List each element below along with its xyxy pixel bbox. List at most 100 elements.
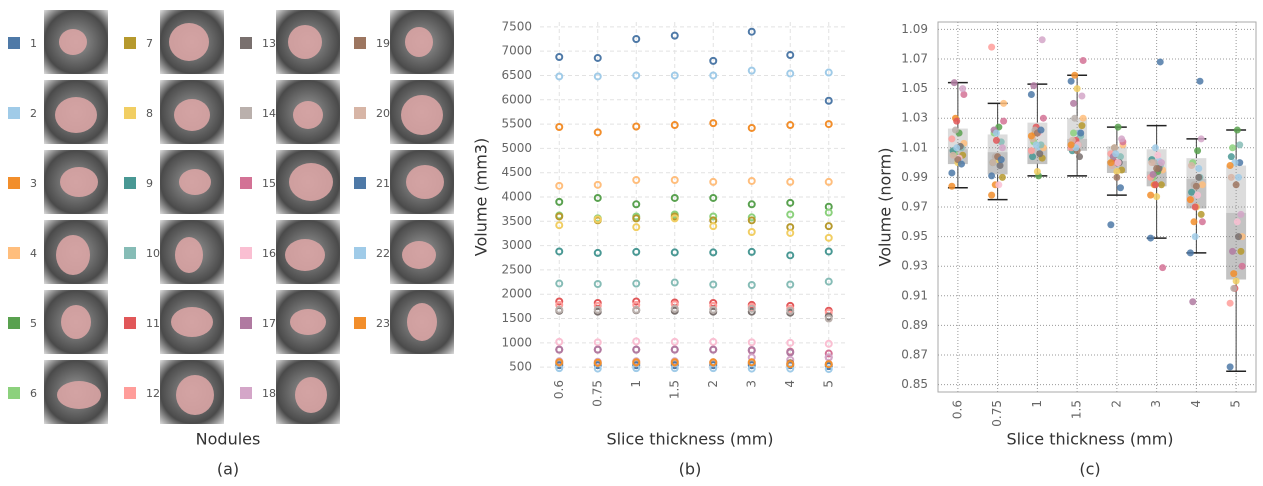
data-point (710, 339, 716, 345)
data-point (633, 249, 639, 255)
x-tick-label: 4 (783, 380, 797, 388)
nodule-blob (176, 375, 214, 415)
y-tick-label: 4500 (501, 165, 532, 179)
data-point (1187, 249, 1194, 256)
nodule-blob (169, 23, 209, 61)
y-tick-label: 0.91 (901, 288, 928, 302)
panel-caption: (a) (217, 460, 239, 479)
data-point (1111, 144, 1118, 151)
data-point (1233, 181, 1240, 188)
data-point (787, 340, 793, 346)
legend-label: 13 (262, 37, 276, 50)
data-point (826, 235, 832, 241)
data-point (556, 73, 562, 79)
legend-label: 10 (146, 247, 160, 260)
data-point (1107, 159, 1114, 166)
x-axis-label: Slice thickness (mm) (1006, 430, 1173, 449)
data-point (1071, 72, 1078, 79)
data-point (1234, 127, 1241, 134)
data-point (1239, 263, 1246, 270)
data-point (826, 361, 832, 367)
x-tick-label: 3 (1149, 400, 1163, 408)
data-point (1193, 183, 1200, 190)
figure: Nodules (a) 1234567891011121314151617181… (0, 0, 1263, 486)
data-point (1033, 141, 1040, 148)
data-point (1235, 233, 1242, 240)
nodule-blob (285, 239, 325, 271)
y-axis-label: Volume (mm3) (472, 138, 491, 256)
data-point (672, 122, 678, 128)
data-point (1147, 192, 1154, 199)
data-point (1190, 218, 1197, 225)
data-point (989, 159, 996, 166)
legend-label: 20 (376, 107, 390, 120)
y-tick-label: 1.09 (901, 22, 928, 36)
y-tick-label: 0.95 (901, 229, 928, 243)
data-point (999, 144, 1006, 151)
data-point (1198, 211, 1205, 218)
data-point (1115, 124, 1122, 131)
data-point (787, 122, 793, 128)
x-tick-label: 5 (1229, 400, 1243, 408)
legend-swatch (354, 37, 366, 49)
data-point (1000, 100, 1007, 107)
data-point (1080, 57, 1087, 64)
nodule-blob (55, 97, 97, 133)
nodule-blob (60, 167, 98, 197)
legend-label: 18 (262, 387, 276, 400)
legend-swatch (8, 387, 20, 399)
legend-swatch (240, 247, 252, 259)
data-point (672, 306, 678, 312)
legend-label: 15 (262, 177, 276, 190)
y-tick-label: 1.03 (901, 111, 928, 125)
data-point (672, 249, 678, 255)
y-tick-label: 5000 (501, 141, 532, 155)
nodule-blob (174, 99, 210, 131)
y-tick-label: 6000 (501, 92, 532, 106)
legend-swatch (354, 107, 366, 119)
data-point (998, 156, 1005, 163)
data-point (1070, 130, 1077, 137)
legend-swatch (240, 317, 252, 329)
y-tick-label: 5500 (501, 117, 532, 131)
data-point (1188, 189, 1195, 196)
data-point (1037, 127, 1044, 134)
legend-label: 7 (146, 37, 153, 50)
y-tick-label: 500 (509, 360, 532, 374)
data-point (556, 199, 562, 205)
nodule-blob (290, 309, 326, 335)
x-tick-label: 1 (1030, 400, 1044, 408)
data-point (633, 338, 639, 344)
data-point (993, 137, 1000, 144)
panel-title: Nodules (196, 430, 261, 449)
legend-label: 6 (30, 387, 37, 400)
data-point (1189, 298, 1196, 305)
legend-swatch (240, 37, 252, 49)
data-point (1227, 300, 1234, 307)
data-point (787, 52, 793, 58)
y-tick-label: 0.93 (901, 259, 928, 273)
data-point (959, 85, 966, 92)
data-point (1077, 130, 1084, 137)
data-point (1117, 184, 1124, 191)
data-point (1194, 147, 1201, 154)
data-point (826, 179, 832, 185)
data-point (749, 68, 755, 74)
data-point (1236, 141, 1243, 148)
legend-label: 2 (30, 107, 37, 120)
y-tick-label: 7000 (501, 44, 532, 58)
data-point (1196, 78, 1203, 85)
legend-label: 22 (376, 247, 390, 260)
data-point (1192, 204, 1199, 211)
legend-swatch (8, 317, 20, 329)
data-point (672, 33, 678, 39)
chart-caption: (b) (679, 460, 702, 479)
data-point (1080, 115, 1087, 122)
legend-label: 16 (262, 247, 276, 260)
data-point (1199, 218, 1206, 225)
x-tick-label: 5 (821, 380, 835, 388)
nodule-blob (405, 27, 433, 57)
x-tick-label: 1.5 (667, 380, 681, 399)
data-point (556, 339, 562, 345)
y-tick-label: 1500 (501, 311, 532, 325)
